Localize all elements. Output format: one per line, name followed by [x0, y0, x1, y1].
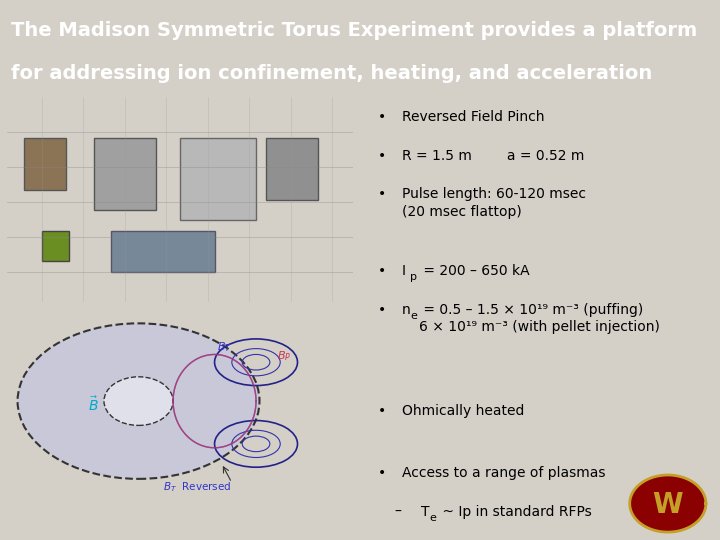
Text: Reversed Field Pinch: Reversed Field Pinch	[402, 110, 544, 124]
Text: = 200 – 650 kA: = 200 – 650 kA	[419, 264, 530, 278]
Text: •: •	[377, 110, 386, 124]
Text: •: •	[377, 404, 386, 418]
Text: Pulse length: 60-120 msec
(20 msec flattop): Pulse length: 60-120 msec (20 msec flatt…	[402, 187, 586, 219]
Text: •: •	[377, 303, 386, 317]
Text: ~ Ip in standard RFPs: ~ Ip in standard RFPs	[438, 505, 592, 519]
Text: for addressing ion confinement, heating, and acceleration: for addressing ion confinement, heating,…	[11, 64, 652, 83]
Ellipse shape	[17, 323, 259, 479]
Text: $B_T$: $B_T$	[217, 340, 233, 354]
Polygon shape	[630, 475, 706, 532]
Text: n: n	[402, 303, 410, 317]
Text: p: p	[410, 272, 418, 282]
Bar	[266, 138, 318, 200]
Bar	[111, 231, 215, 272]
Text: •: •	[377, 149, 386, 163]
Text: •: •	[377, 187, 386, 201]
Text: –: –	[395, 505, 402, 519]
Text: I: I	[402, 264, 406, 278]
Text: e: e	[410, 310, 418, 321]
Bar	[180, 138, 256, 220]
Bar	[42, 231, 69, 261]
Text: $B_P$: $B_P$	[276, 349, 291, 363]
Text: $B_T$  Reversed: $B_T$ Reversed	[163, 480, 231, 494]
Text: R = 1.5 m        a = 0.52 m: R = 1.5 m a = 0.52 m	[402, 149, 584, 163]
Text: The Madison Symmetric Torus Experiment provides a platform: The Madison Symmetric Torus Experiment p…	[11, 21, 697, 40]
Text: $\vec{B}$: $\vec{B}$	[89, 396, 99, 414]
Text: W: W	[652, 491, 683, 519]
Text: •: •	[377, 264, 386, 278]
Ellipse shape	[104, 377, 173, 426]
Text: T: T	[420, 505, 429, 519]
Bar	[24, 138, 66, 190]
Bar	[94, 138, 156, 210]
Text: e: e	[429, 512, 436, 523]
Text: •: •	[377, 467, 386, 481]
Text: Ohmically heated: Ohmically heated	[402, 404, 524, 418]
Text: Access to a range of plasmas: Access to a range of plasmas	[402, 467, 606, 481]
Text: = 0.5 – 1.5 × 10¹⁹ m⁻³ (puffing)
6 × 10¹⁹ m⁻³ (with pellet injection): = 0.5 – 1.5 × 10¹⁹ m⁻³ (puffing) 6 × 10¹…	[419, 303, 660, 334]
